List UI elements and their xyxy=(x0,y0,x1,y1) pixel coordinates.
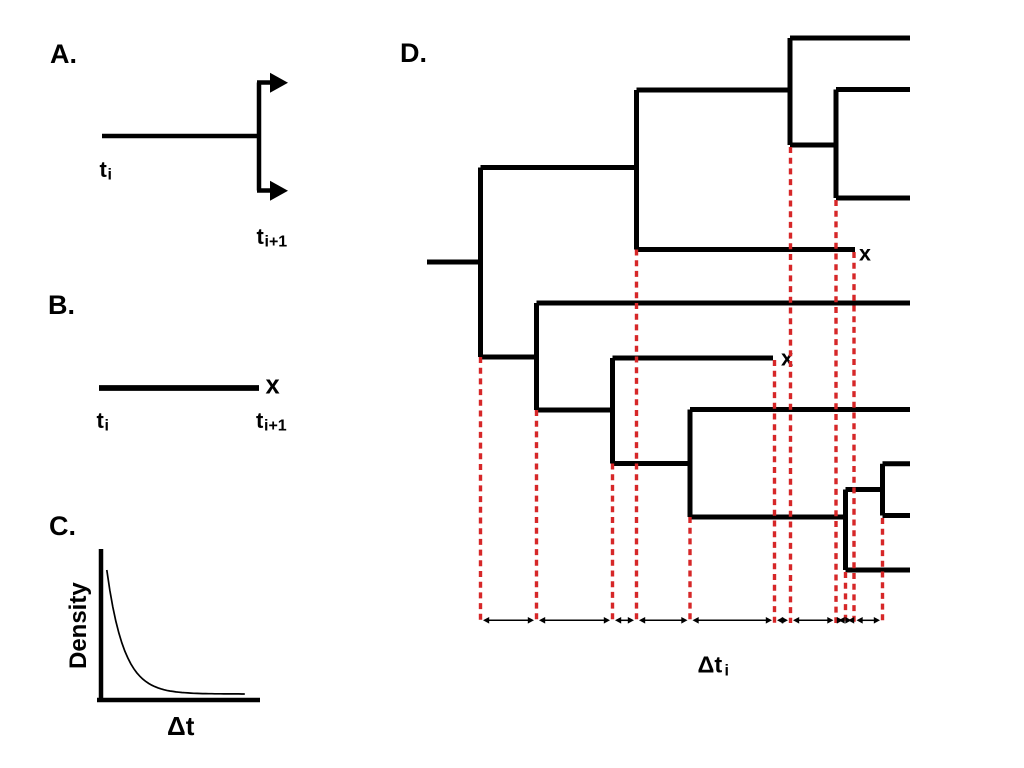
svg-text:t: t xyxy=(257,224,265,249)
svg-text:i+1: i+1 xyxy=(265,234,288,251)
svg-text:t: t xyxy=(97,408,105,433)
svg-text:Density: Density xyxy=(65,582,92,669)
svg-text:x: x xyxy=(266,372,280,400)
svg-text:Δt: Δt xyxy=(698,652,723,678)
svg-text:C.: C. xyxy=(49,511,76,541)
svg-text:i: i xyxy=(108,167,112,184)
svg-text:B.: B. xyxy=(48,290,75,320)
svg-text:Δt: Δt xyxy=(167,711,195,741)
svg-text:t: t xyxy=(256,408,264,433)
svg-text:i: i xyxy=(105,418,109,435)
svg-text:D.: D. xyxy=(400,38,427,68)
svg-text:i: i xyxy=(725,663,729,680)
svg-text:x: x xyxy=(859,242,871,266)
svg-text:t: t xyxy=(100,157,108,182)
svg-text:A.: A. xyxy=(50,39,77,69)
svg-text:i+1: i+1 xyxy=(264,418,287,435)
